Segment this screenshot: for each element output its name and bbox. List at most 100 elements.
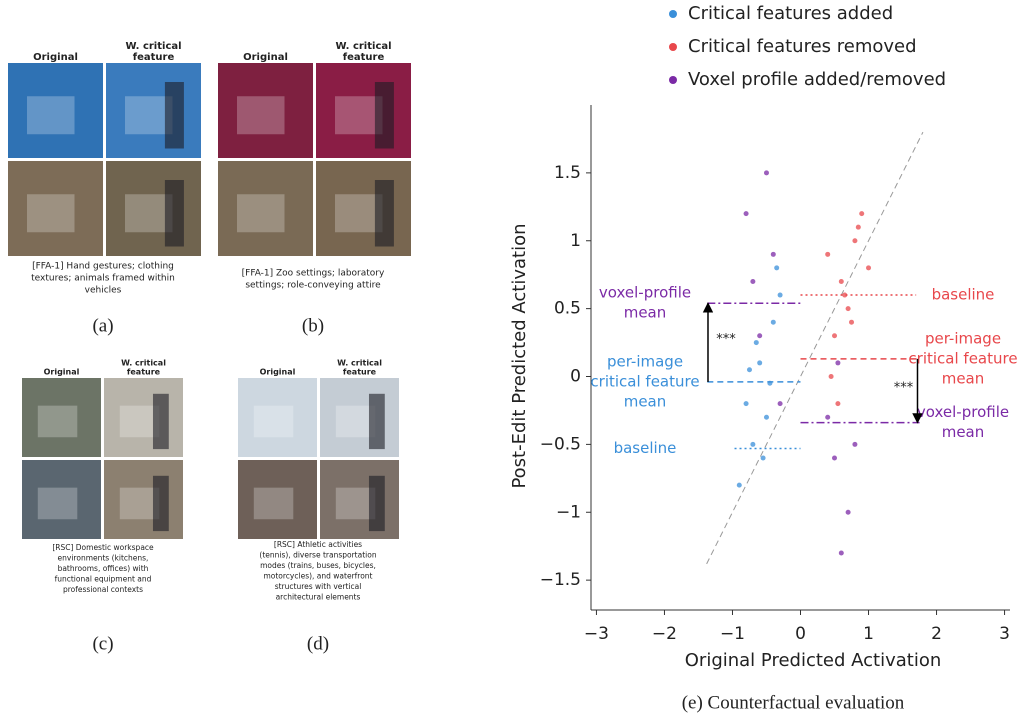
image-detail — [237, 194, 285, 232]
column-header: W. critical — [337, 359, 382, 368]
scatter-point — [825, 252, 830, 257]
column-header: Original — [260, 368, 296, 377]
scatter-point — [849, 320, 854, 325]
panel-caption: textures; animals framed within — [31, 274, 175, 284]
scatter-point — [757, 333, 762, 338]
annotation-text: per-image — [925, 329, 1001, 347]
scatter-point — [737, 483, 742, 488]
image-detail — [38, 488, 78, 520]
y-tick-label: 0.5 — [554, 299, 581, 319]
scatter-point — [859, 211, 864, 216]
x-tick-label: −3 — [584, 624, 609, 644]
y-tick-label: −1 — [556, 502, 581, 522]
image-detail — [153, 476, 169, 531]
annotation-text: per-image — [607, 352, 683, 370]
scatter-point — [744, 211, 749, 216]
panel-caption: architectural elements — [276, 593, 361, 602]
x-tick-label: −1 — [720, 624, 745, 644]
panel-caption: environments (kitchens, — [58, 554, 149, 563]
column-header: feature — [343, 368, 377, 377]
image-detail — [375, 180, 394, 247]
panel-caption: vehicles — [85, 286, 122, 296]
scatter-point — [764, 415, 769, 420]
column-header: W. critical — [121, 359, 166, 368]
y-tick-label: 1.5 — [554, 163, 581, 183]
image-detail — [153, 394, 169, 449]
image-detail — [254, 488, 293, 520]
annotation-text: critical feature — [590, 372, 699, 390]
panel-caption: [FFA-1] Hand gestures; clothing — [32, 262, 174, 272]
scatter-point — [771, 320, 776, 325]
legend-marker — [669, 10, 677, 18]
image-detail — [27, 96, 75, 134]
annotation-text: mean — [624, 392, 667, 410]
scatter-point — [846, 306, 851, 311]
annotation-text: voxel-profile — [917, 403, 1009, 421]
image-detail — [375, 82, 394, 149]
legend-label: Critical features added — [688, 3, 893, 24]
scatter-point — [764, 170, 769, 175]
column-header: W. critical — [125, 41, 181, 52]
x-axis-label: Original Predicted Activation — [685, 650, 942, 671]
column-header: Original — [243, 52, 288, 63]
annotation-text: baseline — [932, 286, 995, 304]
annotation-text: voxel-profile — [599, 284, 691, 302]
annotation-text: mean — [942, 423, 985, 441]
y-tick-label: −1.5 — [540, 570, 581, 590]
y-tick-label: 0 — [570, 367, 581, 387]
image-detail — [165, 82, 184, 149]
scatter-point — [835, 401, 840, 406]
column-header: feature — [343, 52, 385, 63]
scatter-point — [778, 293, 783, 298]
x-tick-label: −2 — [652, 624, 677, 644]
scatter-point — [835, 360, 840, 365]
identity-line — [707, 132, 923, 564]
significance-label: *** — [894, 380, 914, 395]
y-tick-label: 1 — [570, 231, 581, 251]
scatter-point — [825, 415, 830, 420]
image-detail — [27, 194, 75, 232]
scatter-point — [778, 401, 783, 406]
annotation-text: baseline — [614, 439, 677, 457]
image-detail — [369, 394, 385, 449]
legend-label: Voxel profile added/removed — [688, 69, 946, 90]
scatter-point — [839, 279, 844, 284]
column-header: feature — [133, 52, 175, 63]
annotation-text: critical feature — [908, 349, 1017, 367]
panel-caption: settings; role-conveying attire — [245, 281, 381, 291]
image-detail — [369, 476, 385, 531]
image-detail — [254, 406, 293, 438]
panel-caption: bathrooms, offices) with — [58, 564, 149, 573]
image-detail — [38, 406, 78, 438]
panel-caption: [RSC] Athletic activities — [274, 540, 362, 549]
y-axis-label: Post-Edit Predicted Activation — [509, 223, 530, 488]
y-tick-label: −0.5 — [540, 434, 581, 454]
panel-caption: (tennis), diverse transportation — [259, 551, 376, 560]
panel-label: (d) — [307, 633, 329, 654]
legend-label: Critical features removed — [688, 36, 917, 57]
x-tick-label: 3 — [999, 624, 1010, 644]
scatter-point — [757, 360, 762, 365]
image-detail — [237, 96, 285, 134]
scatter-point — [747, 367, 752, 372]
x-tick-label: 0 — [795, 624, 806, 644]
scatter-point — [761, 455, 766, 460]
figure: OriginalW. criticalfeature[FFA-1] Hand g… — [0, 0, 1036, 715]
scatter-point — [856, 225, 861, 230]
panel-caption: structures with vertical — [275, 582, 362, 591]
scatter-point — [754, 340, 759, 345]
scatter-point — [829, 374, 834, 379]
scatter-point — [852, 442, 857, 447]
scatter-point — [832, 333, 837, 338]
scatter-point — [750, 442, 755, 447]
legend-marker — [669, 43, 677, 51]
significance-label: *** — [716, 332, 736, 347]
panel-caption: [RSC] Domestic workspace — [52, 543, 154, 552]
panel-label: (c) — [92, 633, 113, 654]
panel-caption: functional equipment and — [55, 575, 152, 584]
column-header: W. critical — [335, 41, 391, 52]
figure-caption: (e) Counterfactual evaluation — [682, 692, 905, 713]
panel-label: (a) — [92, 315, 113, 336]
legend-marker — [669, 76, 677, 84]
annotation-text: mean — [942, 369, 985, 387]
